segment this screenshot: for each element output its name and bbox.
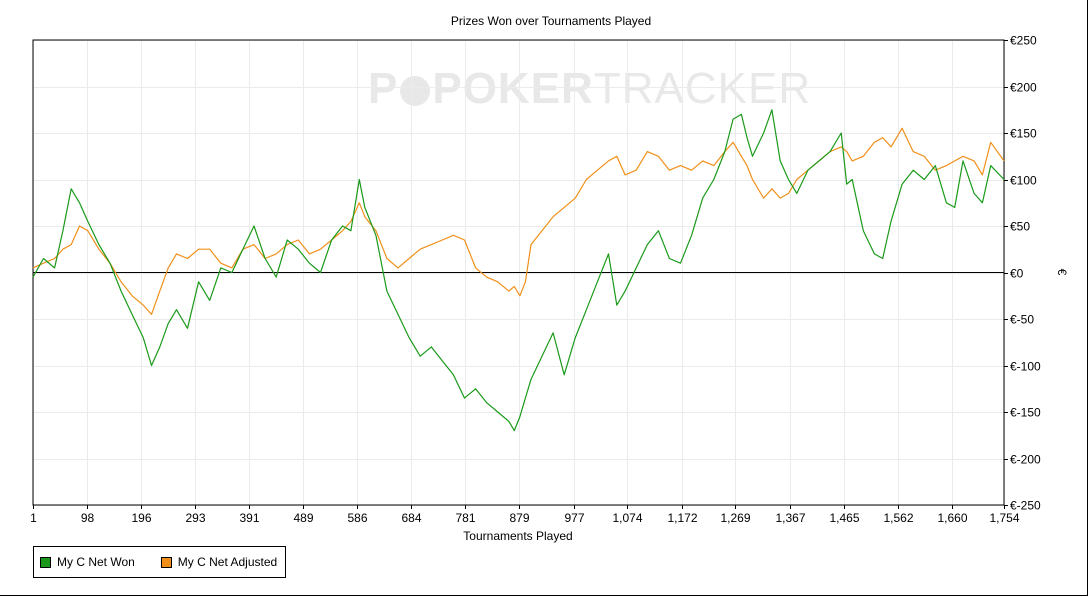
- legend-item-net-adjusted: My C Net Adjusted: [160, 555, 278, 569]
- x-tick-label: 977: [564, 511, 584, 525]
- x-tick-label: 1,074: [612, 511, 642, 525]
- x-tick-label: 1,562: [883, 511, 913, 525]
- legend-swatch-net-won: [40, 556, 51, 568]
- x-tick-label: 1: [30, 511, 37, 525]
- x-tick-label: 196: [131, 511, 151, 525]
- x-tick-label: 489: [293, 511, 313, 525]
- legend-label-net-won: My C Net Won: [57, 555, 135, 569]
- x-tick-label: 781: [455, 511, 475, 525]
- x-tick-label: 1,754: [989, 511, 1019, 525]
- y-axis-title: €: [1055, 269, 1069, 276]
- x-tick-label: 1,367: [775, 511, 805, 525]
- y-tick-label: €-250: [1010, 499, 1041, 513]
- y-tick-label: €-150: [1010, 406, 1041, 420]
- legend-label-net-adjusted: My C Net Adjusted: [177, 555, 278, 569]
- x-tick-label: 1,465: [829, 511, 859, 525]
- y-tick-label: €100: [1010, 174, 1037, 188]
- y-tick-label: €0: [1010, 267, 1024, 281]
- x-tick-label: 684: [401, 511, 421, 525]
- y-tick-label: €-200: [1010, 453, 1041, 467]
- legend: My C Net Won My C Net Adjusted: [33, 546, 287, 578]
- series-line-net-adjusted: [32, 127, 1005, 315]
- legend-swatch-net-adjusted: [160, 556, 172, 568]
- pokertracker-watermark: P POKERTRACKER: [368, 64, 812, 113]
- y-axis: €-250 €-200 €-150 €-100 €-50 €0 €50 €100 €150 €20…: [1004, 34, 1041, 513]
- x-tick-label: 98: [81, 511, 95, 525]
- x-axis: 1 98 196 293 391 489 586 684 781 879 977 1,074 1,172…: [30, 505, 1020, 525]
- x-tick-label: 586: [347, 511, 367, 525]
- x-tick-label: 879: [509, 511, 529, 525]
- x-tick-label: 293: [185, 511, 205, 525]
- y-tick-label: €-50: [1010, 313, 1034, 327]
- chart-title: Prizes Won over Tournaments Played: [451, 14, 651, 28]
- y-tick-label: €150: [1010, 127, 1037, 141]
- y-tick-label: €250: [1010, 34, 1037, 48]
- series-group: [32, 109, 1005, 432]
- y-tick-label: €50: [1010, 220, 1030, 234]
- x-tick-label: 1,660: [937, 511, 967, 525]
- legend-item-net-won: My C Net Won: [40, 555, 135, 569]
- poker-chip-icon: [400, 76, 431, 106]
- x-tick-label: 1,269: [720, 511, 750, 525]
- y-tick-label: €-100: [1010, 360, 1041, 374]
- y-tick-label: €200: [1010, 81, 1037, 95]
- series-line-net-won: [32, 109, 1005, 432]
- x-axis-title: Tournaments Played: [463, 529, 572, 543]
- x-tick-label: 1,172: [667, 511, 697, 525]
- x-tick-label: 391: [239, 511, 259, 525]
